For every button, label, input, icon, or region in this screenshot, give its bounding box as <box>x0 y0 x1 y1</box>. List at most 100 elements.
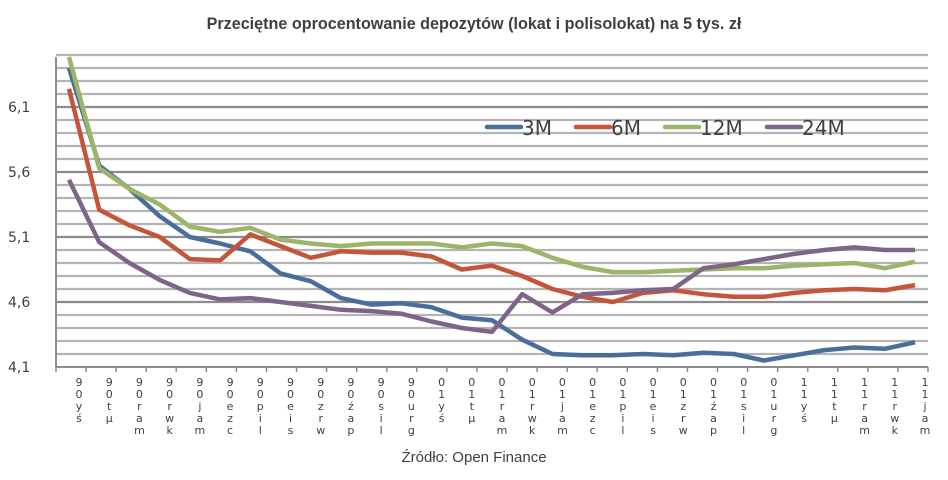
x-tick-label: 1 <box>831 388 838 401</box>
y-tick-label: 5,1 <box>8 230 30 246</box>
x-tick-label: r <box>167 400 172 413</box>
x-tick-label: z <box>227 412 233 425</box>
x-tick-label: ź <box>348 400 354 413</box>
x-tick-label: 1 <box>891 376 898 389</box>
x-tick-label: a <box>499 412 506 425</box>
x-tick-label: p <box>710 424 717 437</box>
x-tick-label: w <box>316 424 325 437</box>
x-tick-label: 9 <box>136 376 143 389</box>
x-tick-label: t <box>107 400 112 413</box>
x-tick-label: 1 <box>770 388 777 401</box>
y-tick-label: 5,6 <box>8 165 30 181</box>
x-tick-label: k <box>529 424 536 437</box>
x-tick-label: u <box>770 400 777 413</box>
x-tick-label: r <box>409 412 414 425</box>
x-tick-label: t <box>470 400 475 413</box>
x-tick-label: 1 <box>922 388 929 401</box>
x-tick-label: w <box>679 424 688 437</box>
x-tick-label: u <box>408 400 415 413</box>
x-tick-label: z <box>680 400 686 413</box>
x-tick-label: p <box>257 400 264 413</box>
x-tick-label: 1 <box>559 388 566 401</box>
x-tick-label: c <box>227 424 233 437</box>
x-tick-label: i <box>259 412 262 425</box>
x-tick-label: 1 <box>831 376 838 389</box>
y-tick-label: 4,1 <box>8 360 30 376</box>
x-tick-label: 0 <box>257 388 264 401</box>
x-tick-label: r <box>318 412 323 425</box>
x-tick-label: 0 <box>287 388 294 401</box>
y-axis: 4,1 4,6 5,1 5,6 6,1 <box>8 57 57 376</box>
x-tick-label: 0 <box>196 388 203 401</box>
x-tick-label: μ <box>106 412 113 425</box>
chart-title: Przeciętne oprocentowanie depozytów (lok… <box>206 14 742 33</box>
x-tick-label: p <box>619 400 626 413</box>
x-tick-label: 9 <box>257 376 264 389</box>
series-line-24M <box>66 178 915 335</box>
x-tick-label: 1 <box>710 388 717 401</box>
x-tick-label: 0 <box>136 388 143 401</box>
x-tick-label: j <box>560 400 564 413</box>
x-tick-label: s <box>741 400 747 413</box>
x-tick-label: y <box>76 400 83 413</box>
x-tick-label: r <box>772 412 777 425</box>
x-tick-label: 1 <box>891 388 898 401</box>
x-tick-label: i <box>621 412 624 425</box>
series-line-12M <box>66 56 916 275</box>
x-tick-label: 1 <box>680 388 687 401</box>
x-tick-label: i <box>289 412 292 425</box>
x-tick-label: 0 <box>76 388 83 401</box>
x-tick-label: m <box>557 424 568 437</box>
x-tick-label: t <box>832 400 837 413</box>
x-tick-label: e <box>650 400 657 413</box>
x-tick-label: 0 <box>408 388 415 401</box>
x-tick-label: 9 <box>227 376 234 389</box>
x-tick-label: 1 <box>529 388 536 401</box>
x-tick-label: z <box>318 400 324 413</box>
x-tick-label: 9 <box>378 376 385 389</box>
x-tick-label: 1 <box>499 388 506 401</box>
x-tick-label: r <box>862 400 867 413</box>
x-tick-label: m <box>859 424 870 437</box>
x-tick-label: m <box>920 424 931 437</box>
x-tick-label: ź <box>711 400 717 413</box>
x-tick-label: j <box>922 400 926 413</box>
x-tick-label: k <box>892 424 899 437</box>
x-tick-label: 1 <box>740 388 747 401</box>
x-tick-label: g <box>408 424 415 437</box>
x-tick-label: m <box>194 424 205 437</box>
x-tick-label: 9 <box>317 376 324 389</box>
x-tick-label: i <box>652 412 655 425</box>
x-tick-label: 0 <box>770 376 777 389</box>
x-tick-label: 1 <box>650 388 657 401</box>
x-tick-label: e <box>287 400 294 413</box>
x-tick-label: l <box>621 424 624 437</box>
x-tick-label: m <box>497 424 508 437</box>
x-tick-label: 0 <box>619 376 626 389</box>
x-tick-label: 0 <box>317 388 324 401</box>
legend-label-3M: 3M <box>522 116 552 140</box>
x-tick-label: p <box>347 424 354 437</box>
x-tick-label: 9 <box>287 376 294 389</box>
x-tick-label: w <box>165 412 174 425</box>
x-tick-label: m <box>134 424 145 437</box>
x-tick-label: 1 <box>589 388 596 401</box>
x-tick-label: 0 <box>227 388 234 401</box>
x-tick-label: 1 <box>861 388 868 401</box>
x-tick-label: 0 <box>529 376 536 389</box>
x-tick-label: 0 <box>438 376 445 389</box>
x-tick-label: μ <box>468 412 475 425</box>
x-tick-label: 9 <box>76 376 83 389</box>
x-tick-label: a <box>348 412 355 425</box>
x-tick-label: r <box>681 412 686 425</box>
x-tick-label: k <box>166 424 173 437</box>
source-note: Źródło: Open Finance <box>401 449 547 466</box>
series-line-3M <box>66 67 916 363</box>
x-tick-label: g <box>770 424 777 437</box>
x-tick-label: l <box>259 424 262 437</box>
legend-label-12M: 12M <box>700 116 743 140</box>
x-tick-label: 9 <box>408 376 415 389</box>
legend-label-6M: 6M <box>611 116 641 140</box>
x-axis: 90yś90tμ90ram90rwk90jam90ezc90pil90eis90… <box>55 366 931 437</box>
x-tick-label: 9 <box>196 376 203 389</box>
